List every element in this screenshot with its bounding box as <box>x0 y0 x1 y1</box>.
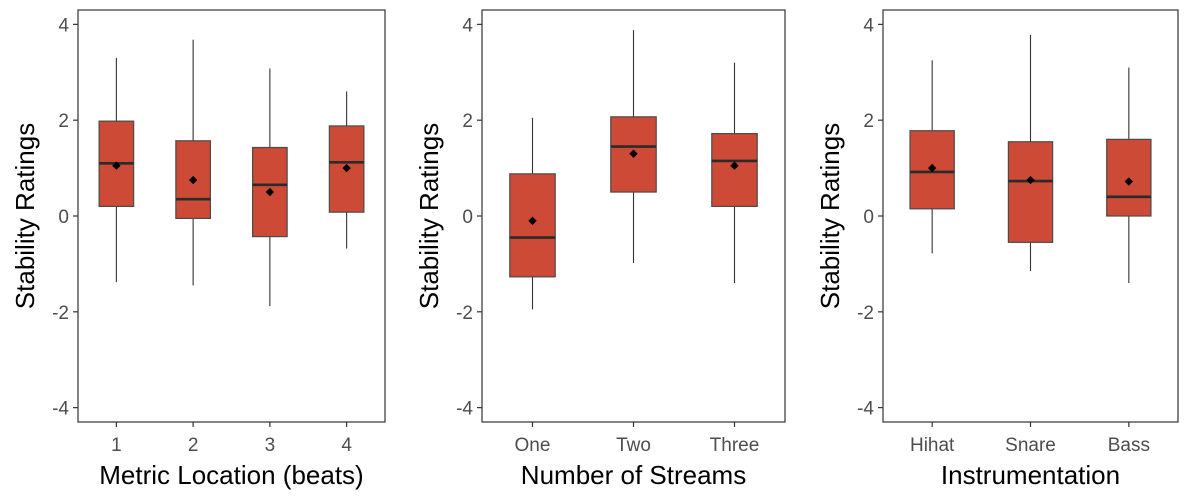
box-group <box>175 39 211 286</box>
mean-marker <box>112 161 121 170</box>
x-axis-title: Instrumentation <box>941 460 1120 490</box>
y-tick-label: 4 <box>863 15 874 36</box>
y-tick-label: -4 <box>456 399 473 420</box>
y-tick-label: -2 <box>857 303 874 324</box>
box-group <box>909 60 955 254</box>
y-tick-label: 0 <box>863 207 874 228</box>
y-tick-label: -2 <box>456 303 473 324</box>
y-axis-title: Stability Ratings <box>815 123 845 309</box>
panel-border <box>77 9 386 423</box>
mean-marker <box>528 216 537 225</box>
x-tick-label: Two <box>616 435 651 456</box>
x-axis-title: Number of Streams <box>521 460 746 490</box>
x-tick-label: Snare <box>1005 435 1056 456</box>
box-iqr <box>1007 141 1054 243</box>
box-group <box>610 30 657 263</box>
x-tick-label: 4 <box>341 435 352 456</box>
chart-panel-3: 4 2 0 -2 -4 Hihat Snare Bass Instrumentation Stab… <box>815 9 1179 490</box>
box-group <box>328 91 365 249</box>
chart-panel-2: 4 2 0 -2 -4 One Two Three Number of Streams Stabi… <box>414 9 786 490</box>
mean-marker <box>927 163 937 173</box>
x-tick-label: One <box>515 435 551 456</box>
x-tick-label: Three <box>710 435 760 456</box>
y-tick-label: 2 <box>462 111 473 132</box>
x-tick-label: 2 <box>188 435 199 456</box>
mean-marker <box>730 161 739 170</box>
y-tick-label: 0 <box>462 207 473 228</box>
y-tick-label: 4 <box>58 15 69 36</box>
y-axis-title: Stability Ratings <box>414 123 444 309</box>
x-tick-label: 3 <box>265 435 276 456</box>
box-group <box>711 62 758 284</box>
y-tick-label: 2 <box>863 111 874 132</box>
y-axis-title: Stability Ratings <box>10 123 40 309</box>
mean-marker <box>629 149 638 158</box>
y-tick-label: 4 <box>462 15 473 36</box>
box-group <box>98 57 135 283</box>
y-tick-label: 0 <box>58 207 69 228</box>
mean-marker <box>188 175 198 185</box>
box-iqr <box>509 173 556 278</box>
mean-marker <box>342 163 351 173</box>
chart-panel-1: 4 2 0 -2 -4 1 2 3 4 Metric Location (beats) Stabil… <box>10 9 386 490</box>
box-iqr <box>328 125 365 213</box>
y-tick-label: -4 <box>52 399 69 420</box>
mean-marker <box>1124 177 1134 186</box>
x-tick-label: Hihat <box>910 435 955 456</box>
box-group <box>1106 67 1152 284</box>
x-tick-label: 1 <box>111 435 122 456</box>
box-group <box>252 68 288 307</box>
box-iqr <box>711 133 758 208</box>
y-tick-label: -2 <box>52 303 69 324</box>
y-tick-label: -4 <box>857 399 874 420</box>
x-axis-title: Metric Location (beats) <box>99 460 363 490</box>
box-group <box>1007 34 1054 272</box>
x-tick-label: Bass <box>1108 435 1150 456</box>
y-tick-label: 2 <box>58 111 69 132</box>
box-group <box>509 117 556 310</box>
mean-marker <box>1026 175 1035 185</box>
mean-marker <box>265 187 275 197</box>
